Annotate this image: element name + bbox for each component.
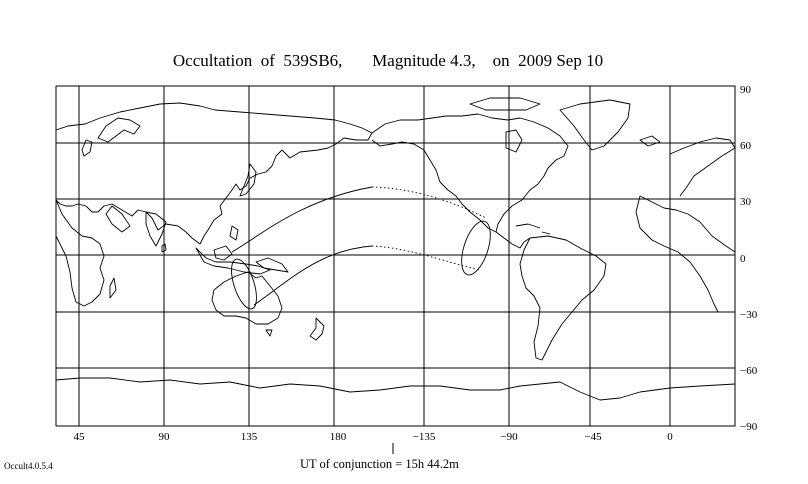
path-north-limit: [231, 186, 373, 253]
occultation-path: [231, 186, 491, 310]
europe-west-coastline: [669, 137, 736, 197]
version-label: Occult4.0.5.4: [4, 461, 53, 471]
map-frame: [55, 85, 736, 427]
japan-coastline: [239, 163, 257, 197]
antarctica-coastline: [55, 377, 736, 401]
lon-label: 180: [330, 431, 347, 443]
madagascar-coastline: [109, 277, 117, 299]
central-america-coastline: [495, 231, 531, 249]
longitude-labels: 45 90 135 180 −135 −90 −45 0: [74, 431, 674, 443]
greenland-coastline: [559, 99, 631, 151]
india-coastline: [145, 211, 167, 247]
latitude-labels: 90 60 30 0 −30 −60 −90: [740, 84, 758, 433]
hudson-bay-coastline: [505, 129, 523, 153]
graticule: [56, 86, 735, 426]
lat-label: −60: [740, 365, 758, 377]
britain-coastline: [81, 139, 93, 157]
coastlines: [55, 97, 736, 401]
lon-label: −135: [413, 431, 436, 443]
south-america-coastline: [519, 235, 607, 361]
path-south-limit-dotted: [371, 245, 481, 271]
north-america-coastline: [371, 113, 569, 233]
lon-label: −45: [584, 431, 602, 443]
australia-coastline: [211, 271, 283, 325]
africa-east-coastline: [639, 195, 736, 253]
lat-label: 30: [740, 196, 752, 208]
philippines-coastline: [229, 225, 239, 241]
lat-label: 90: [740, 84, 752, 96]
lat-label: 60: [740, 140, 752, 152]
lon-label: −90: [500, 431, 518, 443]
sri-lanka-coastline: [161, 243, 167, 253]
new-zealand-coastline: [309, 317, 325, 341]
eurasia-africa-coastline: [55, 102, 373, 245]
scandinavia-coastline: [97, 117, 141, 143]
path-north-limit-dotted: [371, 186, 487, 219]
lon-label: 90: [159, 431, 171, 443]
lat-label: −30: [740, 309, 758, 321]
lon-label: 45: [74, 431, 86, 443]
page-title: Occultation of 539SB6, Magnitude 4.3, on…: [172, 51, 604, 70]
lon-label: 0: [667, 431, 673, 443]
borneo-coastline: [213, 245, 233, 261]
shadow-ellipse-east: [461, 220, 491, 276]
africa-coastline: [55, 199, 105, 307]
tasmania-coastline: [265, 329, 273, 337]
path-south-limit: [253, 245, 373, 306]
caribbean-coastline: [515, 223, 551, 235]
conjunction-time-label: UT of conjunction = 15h 44.2m: [300, 457, 459, 471]
shadow-ellipse-west: [231, 258, 257, 310]
africa-west-coastline: [635, 195, 719, 313]
lon-label: 135: [241, 431, 258, 443]
arctic-islands-coastline: [469, 97, 541, 111]
indonesia-coastline: [195, 247, 271, 275]
lat-label: −90: [740, 421, 758, 433]
lat-label: 0: [740, 253, 746, 265]
arabia-coastline: [105, 205, 131, 233]
iceland-coastline: [639, 135, 661, 147]
new-guinea-coastline: [255, 257, 289, 273]
